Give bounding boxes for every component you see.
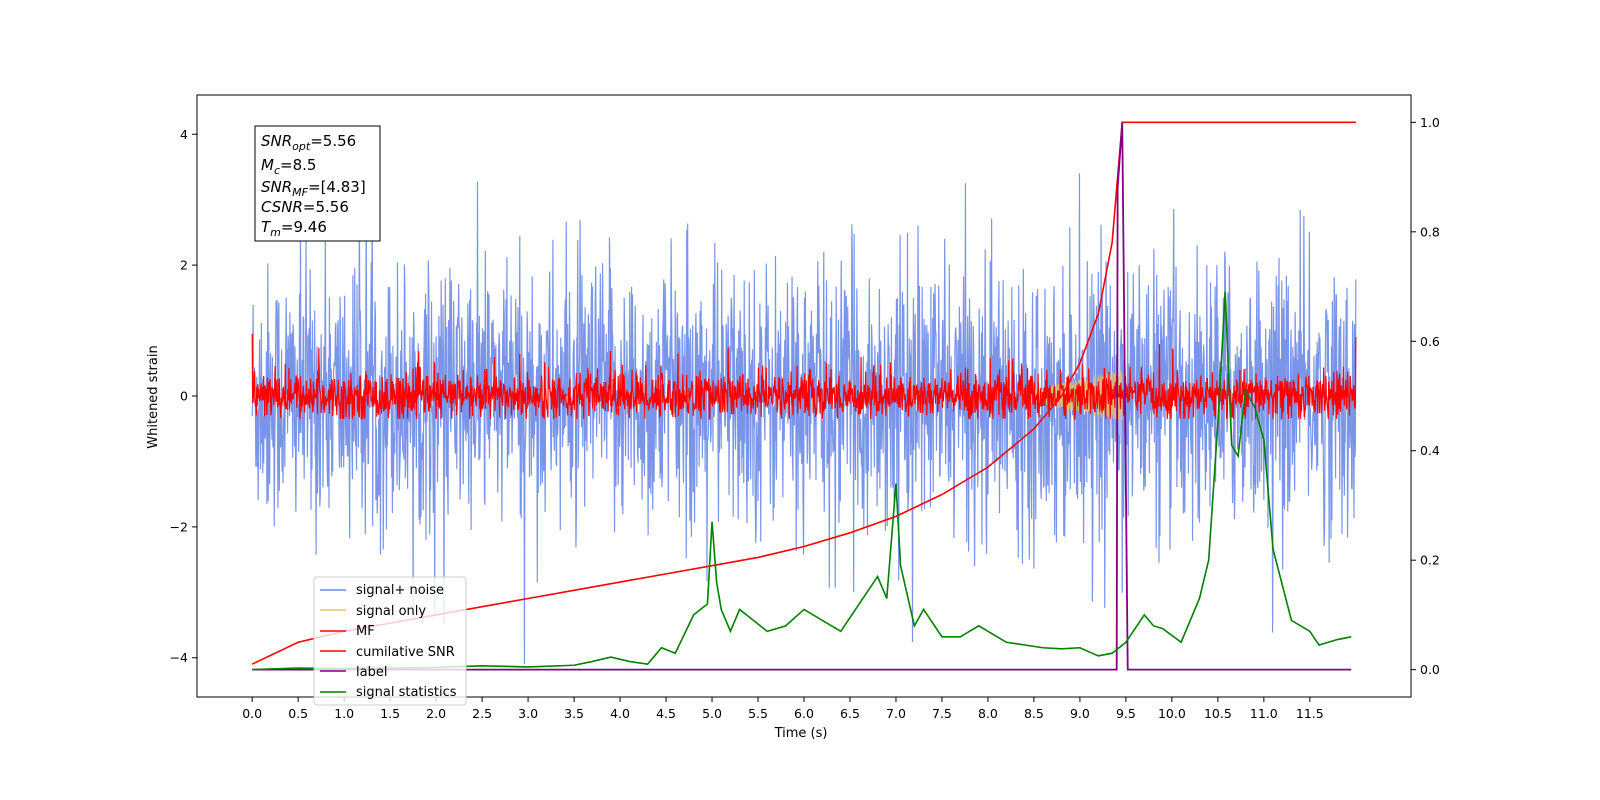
series-mf	[251, 333, 1357, 420]
legend-frame	[313, 576, 467, 706]
legend-entry-cumulative-snr: cumilative SNR	[320, 645, 455, 660]
y2-tick-label: 0.8	[1420, 224, 1440, 239]
axes-layer: 0.0 0.5 1.0 1.5 2.0 2.5 3.0 3.5 4.0 4.5 5.0 5.5 6.0 6…	[170, 115, 1440, 721]
info-snr-opt: SNRopt=5.56	[261, 132, 356, 153]
y-axis-label: Whitened strain	[146, 345, 161, 448]
svg-text:MF: MF	[356, 624, 375, 639]
series-signal-statistics	[252, 291, 1352, 671]
x-tick-label: 11.0	[1250, 706, 1278, 721]
x-tick-label: 4.5	[656, 706, 676, 721]
x-tick-label: 4.0	[610, 706, 630, 721]
x-tick-label: 9.5	[1116, 706, 1136, 721]
info-csnr: CSNR=5.56	[261, 198, 349, 216]
x-axis-label: Time (s)	[774, 726, 828, 741]
series-label	[252, 122, 1352, 671]
x-tick-label: 3.5	[564, 706, 584, 721]
legend-entry-mf: MF	[320, 624, 375, 639]
legend-entry-signal-statistics: signal statistics	[320, 685, 457, 700]
y-tick-label: −2	[170, 519, 188, 534]
x-tick-label: 2.5	[472, 706, 492, 721]
x-tick-label: 8.5	[1024, 706, 1044, 721]
legend: signal+ noise signal only MF cumilative …	[313, 576, 467, 706]
svg-text:cumilative SNR: cumilative SNR	[356, 645, 455, 660]
legend-entry-signal-noise: signal+ noise	[320, 583, 444, 598]
x-tick-label: 6.5	[840, 706, 860, 721]
x-tick-label: 8.0	[978, 706, 998, 721]
x-tick-label: 2.0	[426, 706, 446, 721]
x-tick-label: 10.5	[1204, 706, 1232, 721]
y2-tick-label: 0.4	[1420, 443, 1440, 458]
y2-tick-label: 1.0	[1420, 115, 1440, 130]
x-tick-label: 6.0	[794, 706, 814, 721]
x-tick-label: 1.5	[380, 706, 400, 721]
svg-text:label: label	[356, 665, 387, 680]
legend-entry-signal-only: signal only	[320, 604, 426, 619]
info-tm: Tm=9.46	[261, 218, 327, 239]
svg-text:signal only: signal only	[356, 604, 426, 619]
series-signal-noise	[251, 146, 1357, 665]
x-tick-label: 5.5	[748, 706, 768, 721]
y-tick-label: 4	[180, 127, 188, 142]
x-tick-label: 10.0	[1158, 706, 1186, 721]
info-snr-mf: SNRMF=[4.83]	[261, 178, 366, 199]
x-tick-label: 5.0	[702, 706, 722, 721]
y-tick-label: −4	[170, 650, 188, 665]
x-tick-label: 1.0	[334, 706, 354, 721]
x-tick-label: 11.5	[1296, 706, 1324, 721]
legend-entry-label: label	[320, 665, 387, 680]
x-tick-label: 7.5	[932, 706, 952, 721]
svg-text:signal+ noise: signal+ noise	[356, 583, 444, 598]
y2-tick-label: 0.6	[1420, 334, 1440, 349]
svg-text:signal statistics: signal statistics	[356, 685, 457, 700]
x-tick-label: 7.0	[886, 706, 906, 721]
x-tick-label: 3.0	[518, 706, 538, 721]
y-tick-label: 2	[180, 258, 188, 273]
x-tick-label: 0.5	[288, 706, 308, 721]
y2-tick-label: 0.2	[1420, 553, 1440, 568]
info-mc: Mc=8.5	[261, 156, 316, 177]
x-tick-label: 9.0	[1070, 706, 1090, 721]
y-tick-label: 0	[180, 389, 188, 404]
y2-tick-label: 0.0	[1420, 662, 1440, 677]
x-tick-label: 0.0	[242, 706, 262, 721]
info-box: SNRopt=5.56 Mc=8.5 SNRMF=[4.83] CSNR=5.5…	[254, 125, 381, 242]
